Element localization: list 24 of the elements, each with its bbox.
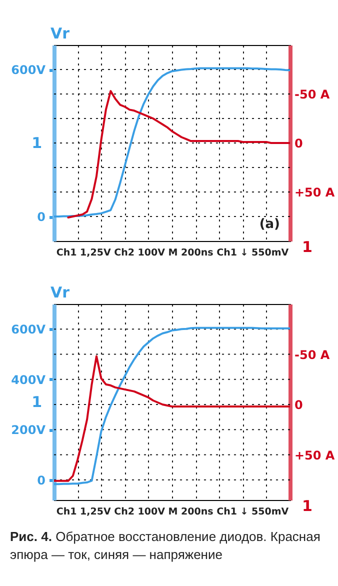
annotation: (a) (259, 217, 280, 232)
y-tick-label: 400V (11, 372, 46, 387)
y2-tick-label: -50 A (294, 88, 330, 102)
text: Рис. 4. Обратное восстановление диодов. Красная эпюра — ток, синяя — напряжение (10, 528, 322, 564)
y-tick-label: 600V (11, 322, 46, 337)
line-series (67, 90, 290, 218)
y-tick-label: 0 (37, 210, 46, 224)
y-axis-title: Vr (50, 284, 70, 302)
text: 1 (32, 393, 42, 411)
y2-tick-label: -50 A (294, 348, 330, 362)
y2-tick-label: +50 A (294, 448, 336, 462)
y-tick-label: 600V (11, 63, 46, 77)
y-tick-label: 0 (37, 473, 46, 488)
line-series (54, 355, 290, 482)
text: 1 (302, 497, 312, 515)
x-axis-title: Ch1 1,25V Ch2 100V M 200ns Ch1 ↓ 550mV (56, 506, 290, 518)
y2-tick-label: +50 A (294, 186, 336, 200)
text: 1 (302, 238, 312, 256)
y2-tick-label: 0 (294, 136, 303, 150)
text: 1 (32, 134, 42, 152)
y2-tick-label: 0 (294, 398, 303, 412)
x-axis-title: Ch1 1,25V Ch2 100V M 200ns Ch1 ↓ 550mV (56, 248, 290, 258)
y-axis-title: Vr (50, 24, 70, 42)
y-tick-label: 200V (11, 423, 46, 438)
